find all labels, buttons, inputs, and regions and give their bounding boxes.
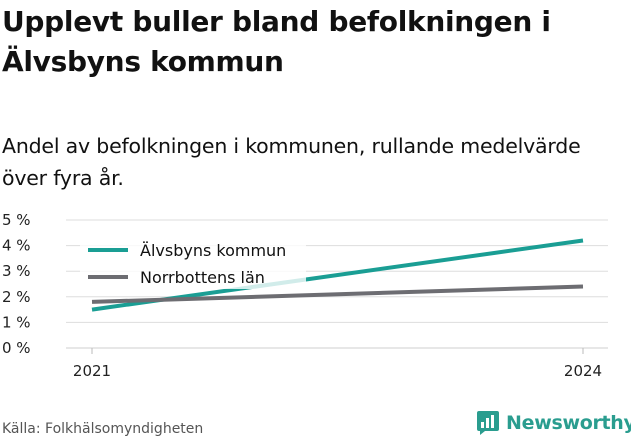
y-axis-labels: 0 % 1 % 2 % 3 % 4 % 5 % xyxy=(2,211,31,357)
legend: Älvsbyns kommun Norrbottens län xyxy=(80,235,306,289)
legend-label-1: Älvsbyns kommun xyxy=(140,241,286,260)
x-tick-label: 2024 xyxy=(564,362,602,380)
brand-name: Newsworthy xyxy=(506,412,631,434)
brand-logo: Newsworthy xyxy=(476,409,631,437)
legend-background xyxy=(80,235,306,289)
y-tick-label: 1 % xyxy=(2,313,31,331)
y-tick-label: 0 % xyxy=(2,339,31,357)
line-chart: 0 % 1 % 2 % 3 % 4 % 5 % 2021 2024 Älvsbyns kom… xyxy=(2,211,608,380)
series-line-2 xyxy=(91,284,584,304)
y-tick-label: 2 % xyxy=(2,288,31,306)
chart-subtitle: Andel av befolkningen i kommunen, rullan… xyxy=(2,134,581,190)
x-tick-label: 2021 xyxy=(73,362,111,380)
source-note: Källa: Folkhälsomyndigheten xyxy=(2,421,204,437)
x-axis-ticks: 2021 2024 xyxy=(73,348,602,380)
y-tick-label: 5 % xyxy=(2,211,31,229)
chart-title: Upplevt buller bland befolkningen i Älvs… xyxy=(2,5,551,78)
y-tick-label: 3 % xyxy=(2,262,31,280)
newsworthy-logo-icon xyxy=(477,411,499,435)
series-layer xyxy=(91,238,584,312)
y-tick-label: 4 % xyxy=(2,237,31,255)
legend-label-2: Norrbottens län xyxy=(140,268,265,287)
